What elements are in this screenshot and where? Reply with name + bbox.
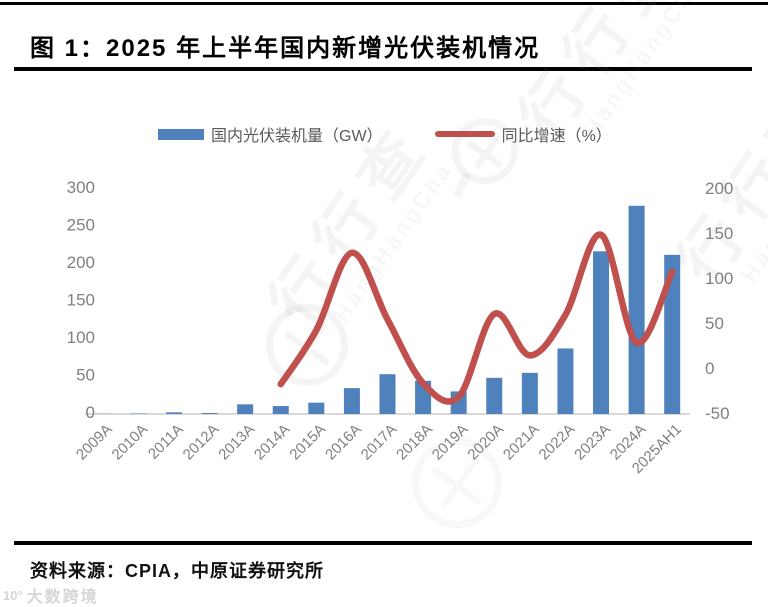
x-axis-tick-label: 2014A [251,421,294,464]
x-axis-tick-label: 2010A [109,421,152,464]
dashukuajing-logo-icon: 10° [3,588,23,603]
bar-2020A [486,378,502,414]
x-axis-tick-label: 2016A [322,421,365,464]
bar-2013A [237,404,253,414]
bar-2015A [308,403,324,414]
bar-2021A [522,373,538,414]
x-axis-tick-label: 2011A [145,421,187,463]
x-axis-tick-label: 2021A [500,421,543,464]
bar-2016A [344,388,360,414]
x-axis-tick-label: 2019A [429,421,472,464]
bar-2011A [166,412,182,414]
x-axis-tick-label: 2015A [286,421,329,464]
right-axis-tick-label: 100 [705,269,733,288]
right-axis-tick-label: 0 [705,359,714,378]
right-axis-tick-label: 200 [705,179,733,198]
bar-2012A [202,413,218,414]
left-axis-tick-label: 300 [67,178,95,197]
left-axis-tick-label: 250 [67,216,95,235]
x-axis-tick-label: 2017A [358,421,401,464]
bar-2022A [557,348,573,414]
bar-2017A [380,374,396,414]
left-axis-tick-label: 150 [67,291,95,310]
right-axis-tick-label: 50 [705,314,724,333]
figure-source: 资料来源：CPIA，中原证券研究所 [30,557,324,583]
x-axis-tick-label: 2023A [571,421,614,464]
bar-2024A [629,206,645,414]
x-axis-tick-label: 2018A [393,421,436,464]
left-axis-tick-label: 50 [76,366,95,385]
left-axis-tick-label: 200 [67,253,95,272]
watermark-dashukuajing: 10° 大数跨境 [3,583,99,607]
right-axis-tick-label: -50 [705,404,730,423]
bar-2023A [593,251,609,414]
left-axis-tick-label: 0 [86,403,95,422]
dashukuajing-text: 大数跨境 [27,583,99,607]
x-axis-tick-label: 2013A [215,421,258,464]
left-axis-tick-label: 100 [67,328,95,347]
x-axis-tick-label: 2009A [73,421,116,464]
bar-2014A [273,406,289,414]
x-axis-tick-label: 2022A [536,421,579,464]
growth-rate-line [281,235,672,402]
x-axis-tick-label: 2012A [180,421,223,464]
right-axis-tick-label: 150 [705,224,733,243]
x-axis-tick-label: 2020A [464,421,507,464]
